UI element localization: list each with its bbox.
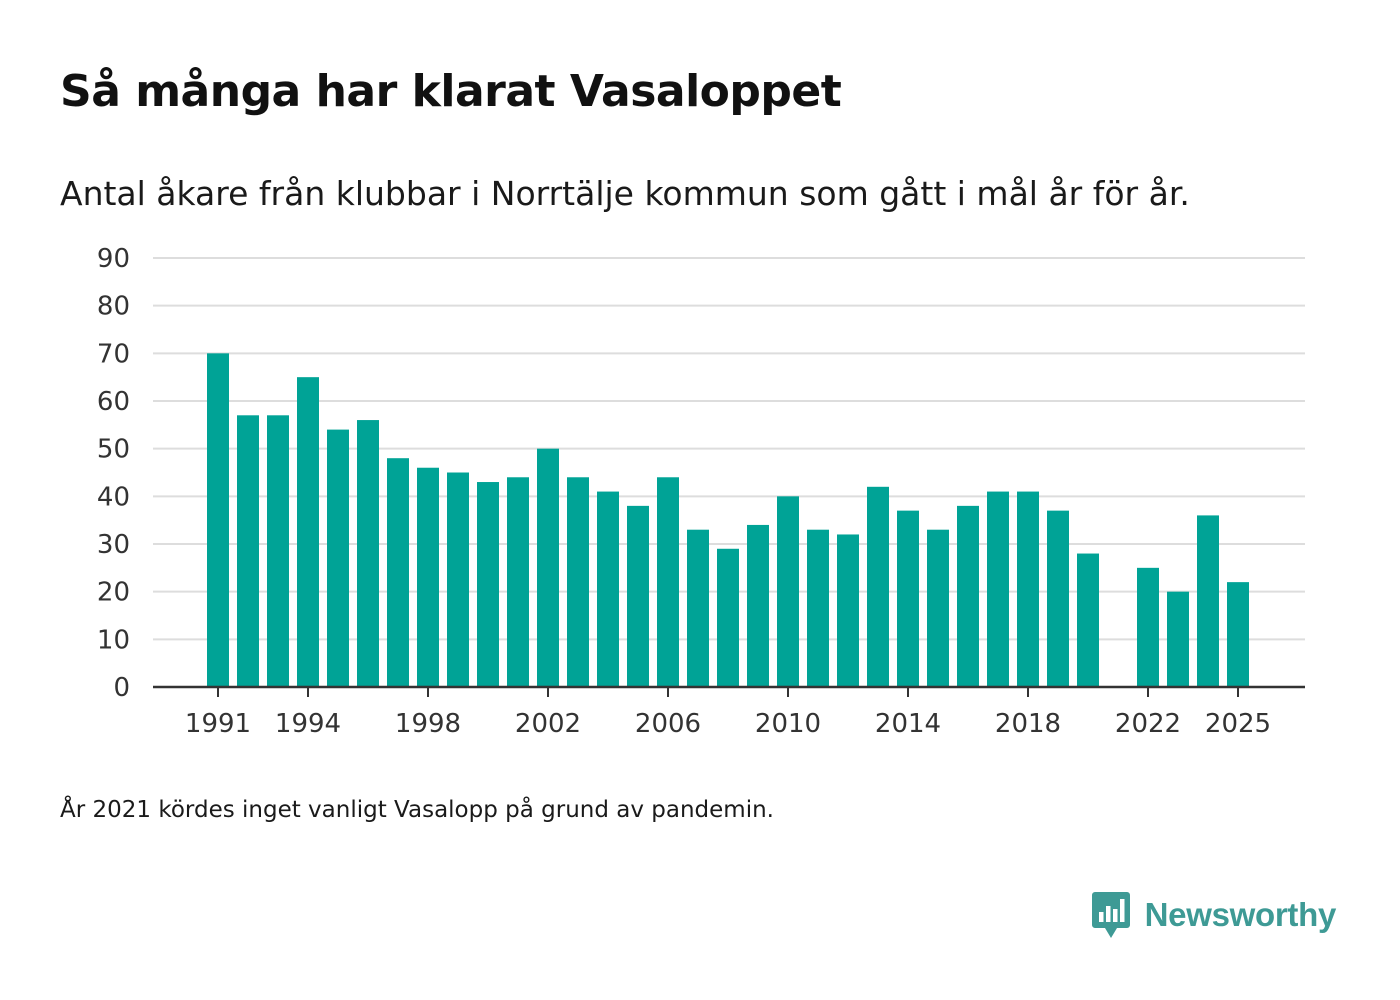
bar-2023	[1167, 591, 1189, 687]
bar-chart: 0 10 20 30 40 50 60 70 80 90 1991 1994 1998 2002 2006…	[97, 244, 1305, 739]
x-tick-label-2010: 2010	[755, 709, 821, 739]
bar-2003	[567, 477, 589, 687]
bar-2019	[1047, 510, 1069, 687]
bar-2007	[687, 529, 709, 687]
y-tick-label-20: 20	[97, 578, 130, 608]
brand-logo: Newsworthy	[1091, 890, 1336, 940]
x-axis	[153, 685, 1305, 697]
bar-1997	[387, 458, 409, 687]
x-tick-label-2002: 2002	[515, 709, 581, 739]
bar-2025	[1227, 582, 1249, 687]
bar-2015	[927, 529, 949, 687]
bar-1999	[447, 472, 469, 687]
bar-2014	[897, 510, 919, 687]
bars	[207, 353, 1249, 687]
bar-1996	[357, 420, 379, 687]
bar-1994	[297, 377, 319, 687]
y-tick-label-40: 40	[97, 482, 130, 512]
brand-name: Newsworthy	[1144, 896, 1337, 933]
y-tick-label-80: 80	[97, 292, 130, 322]
bar-1992	[237, 415, 259, 687]
bar-2012	[837, 534, 859, 687]
y-axis-labels: 0 10 20 30 40 50 60 70 80 90	[97, 244, 130, 703]
bar-2011	[807, 529, 829, 687]
bar-2018	[1017, 491, 1039, 687]
x-tick-label-2018: 2018	[995, 709, 1061, 739]
y-tick-label-50: 50	[97, 435, 130, 465]
x-tick-label-1998: 1998	[395, 709, 461, 739]
bar-2013	[867, 486, 889, 687]
chart-title: Så många har klarat Vasaloppet	[60, 66, 842, 117]
bar-2005	[627, 505, 649, 687]
y-tick-label-30: 30	[97, 530, 130, 560]
x-tick-label-2006: 2006	[635, 709, 701, 739]
bar-2020	[1077, 553, 1099, 687]
bar-2004	[597, 491, 619, 687]
bar-2009	[747, 524, 769, 687]
x-tick-label-1994: 1994	[275, 709, 341, 739]
bar-2024	[1197, 515, 1219, 687]
x-tick-label-2014: 2014	[875, 709, 941, 739]
x-tick-label-2025: 2025	[1205, 709, 1271, 739]
bar-2022	[1137, 567, 1159, 687]
y-tick-label-10: 10	[97, 625, 130, 655]
bar-2016	[957, 505, 979, 687]
bar-2006	[657, 477, 679, 687]
x-axis-labels: 1991 1994 1998 2002 2006 2010 2014 2018 2022 2025	[185, 709, 1271, 739]
chart-subtitle: Antal åkare från klubbar i Norrtälje kom…	[60, 174, 1190, 213]
bar-2017	[987, 491, 1009, 687]
bar-2002	[537, 448, 559, 687]
bar-2010	[777, 496, 799, 687]
newsworthy-logo-icon	[1091, 892, 1130, 938]
y-tick-label-90: 90	[97, 244, 130, 274]
bar-2000	[477, 482, 499, 687]
chart-footnote: År 2021 kördes inget vanligt Vasalopp på…	[60, 797, 774, 823]
y-tick-label-60: 60	[97, 387, 130, 417]
x-tick-label-1991: 1991	[185, 709, 251, 739]
bar-2001	[507, 477, 529, 687]
bar-1991	[207, 353, 229, 687]
y-tick-label-0: 0	[113, 673, 130, 703]
bar-2008	[717, 548, 739, 687]
x-tick-label-2022: 2022	[1115, 709, 1181, 739]
y-tick-label-70: 70	[97, 339, 130, 369]
bar-1998	[417, 467, 439, 687]
bar-1993	[267, 415, 289, 687]
bar-1995	[327, 429, 349, 687]
